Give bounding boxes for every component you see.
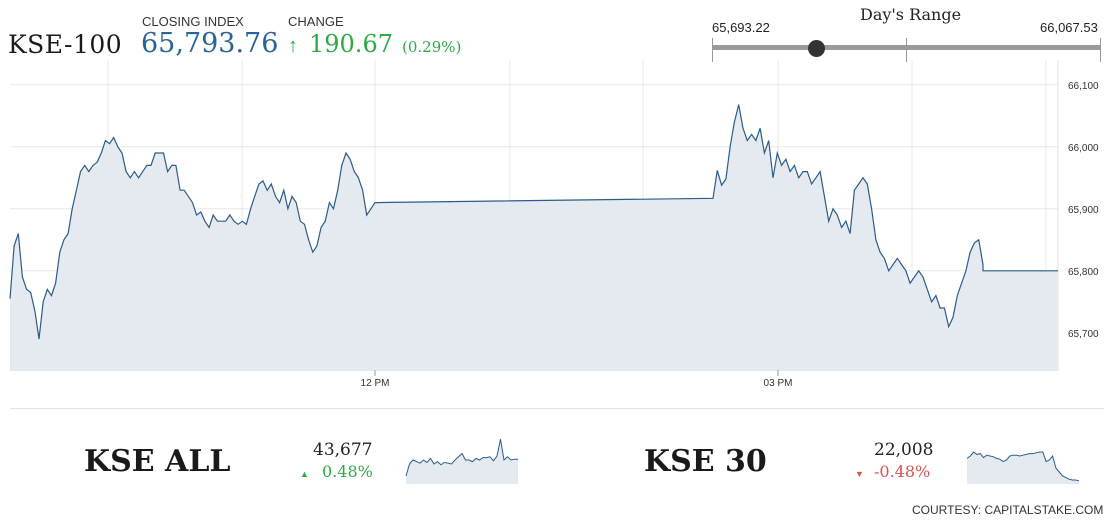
- kse-all-sparkline: [405, 439, 518, 484]
- down-triangle-icon: ▼: [855, 469, 864, 479]
- closing-index-label: CLOSING INDEX: [142, 14, 244, 29]
- kse-30-change: -0.48%: [874, 462, 931, 481]
- y-tick-label: 65,700: [1068, 329, 1099, 340]
- y-tick-label: 66,100: [1068, 81, 1099, 92]
- sparkline-line: [966, 451, 1080, 482]
- sparkline-line: [405, 439, 518, 477]
- kse-all-name: KSE ALL: [84, 444, 231, 479]
- change-value: 190.67: [309, 30, 393, 58]
- days-range-tick: [906, 38, 907, 62]
- closing-index-value: 65,793.76: [141, 28, 279, 59]
- intraday-chart: 66,100 66,000 65,900 65,800 65,700 12 PM 03 PM: [9, 60, 1099, 389]
- sparkline-area: [967, 452, 1079, 484]
- days-range-low: 65,693.22: [712, 20, 770, 35]
- change-percent: (0.29%): [402, 38, 462, 56]
- index-name: KSE-100: [8, 30, 123, 59]
- days-range-tick: [712, 38, 713, 62]
- days-range-marker: [807, 40, 825, 57]
- divider: [10, 408, 1104, 409]
- courtesy-credit: COURTESY: CAPITALSTAKE.COM: [912, 503, 1104, 517]
- y-tick-label: 66,000: [1068, 143, 1099, 154]
- y-tick-label: 65,900: [1068, 205, 1099, 216]
- series-line: [9, 104, 1058, 340]
- y-tick-label: 65,800: [1068, 267, 1099, 278]
- kse-30-name: KSE 30: [644, 444, 767, 479]
- kse-all-value: 43,677: [313, 440, 373, 460]
- kse-30-sparkline: [966, 451, 1080, 484]
- x-tick-label: 12 PM: [361, 378, 390, 389]
- kse-30-value: 22,008: [874, 440, 934, 460]
- days-range-high: 66,067.53: [1040, 20, 1098, 35]
- x-tick-label: 03 PM: [764, 378, 793, 389]
- up-arrow-icon: ↑: [288, 35, 298, 57]
- days-range-title: Day's Range: [860, 5, 962, 24]
- up-triangle-icon: ▲: [300, 469, 309, 479]
- sparkline-area: [406, 439, 518, 484]
- series-area: [10, 104, 1058, 370]
- kse-all-change: 0.48%: [322, 462, 373, 481]
- days-range-tick: [1100, 38, 1101, 62]
- change-label: CHANGE: [288, 14, 344, 29]
